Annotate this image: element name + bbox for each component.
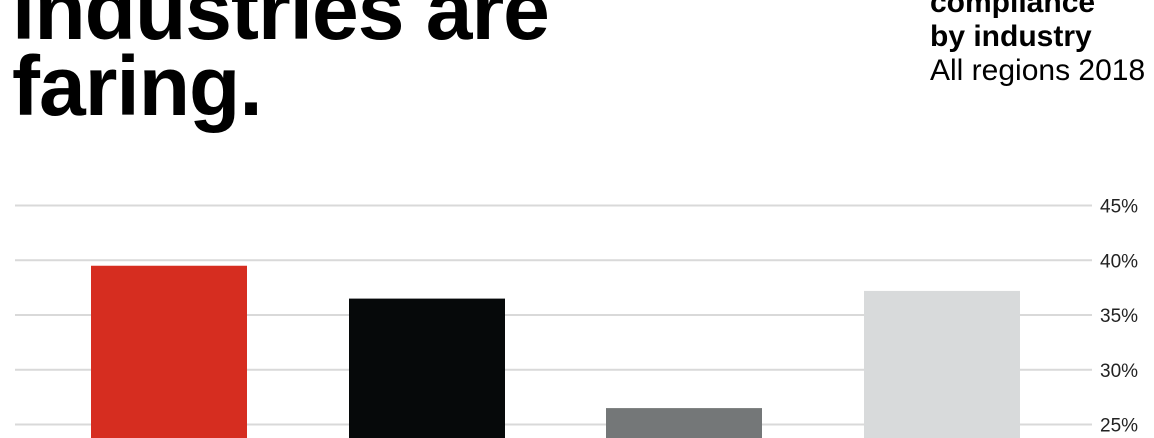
page-headline: industries are faring. (12, 0, 550, 133)
chart-title-panel: compliance by industry All regions 2018 (930, 0, 1154, 88)
chart-title-line-1: compliance (930, 0, 1096, 19)
chart-title-line-2: by industry (930, 20, 1092, 53)
chart-subtitle: All regions 2018 (930, 54, 1146, 87)
y-tick-label: 35% (1100, 306, 1138, 327)
y-tick-label: 30% (1100, 361, 1138, 382)
y-axis-tick-labels: 45% 40% 35% 30% 25% (1100, 197, 1138, 437)
y-tick-label: 40% (1100, 251, 1138, 272)
bars (91, 265, 1020, 438)
bar (91, 265, 247, 438)
headline-line-1: industries are (12, 0, 550, 57)
y-tick-label: 25% (1100, 416, 1138, 437)
y-tick-label: 45% (1100, 197, 1138, 218)
headline-line-2: faring. (12, 39, 263, 133)
bar (606, 408, 762, 438)
bar (864, 290, 1020, 438)
bar (349, 298, 505, 438)
